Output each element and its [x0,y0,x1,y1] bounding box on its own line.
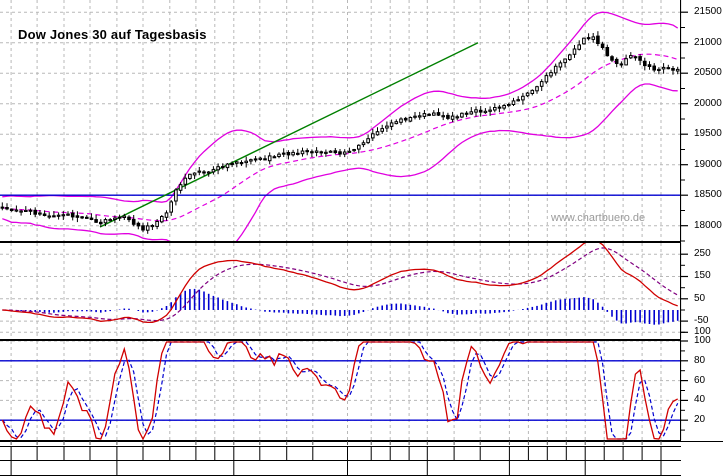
axis-tick-label: 40 [694,394,706,406]
macd-chart-svg [0,243,680,339]
stochastik-k-line [1,341,679,440]
separator-macd-top [0,242,681,243]
separator-stoch-bottom [0,440,681,441]
axis-tick-label: 100 [694,326,711,338]
stochastik-d-line [1,341,679,440]
stochastik-panel: Slow Stochastik (5/3/3) [0,341,680,440]
uptrend-line [99,42,479,228]
macd-panel: MACD (12/26/9) [0,243,680,339]
right-axis-column: 21500 21000 20500 20000 19500 19000 18500 18000… [680,0,723,476]
stochastik-chart-svg [0,341,680,440]
date-axis-svg [0,441,723,476]
axis-tick-label: 250 [694,248,711,260]
axis-tick-label: 21000 [694,36,722,48]
price-chart-svg [0,0,680,241]
macd-gridlines [0,243,680,339]
watermark: www.chartbuero.de [551,212,646,224]
stochastik-threshold-lines [0,360,680,421]
separator-stoch-top [0,340,681,341]
axis-tick-label: 80 [694,354,706,366]
axis-tick-label: 150 [694,270,711,282]
price-panel: Dow Jones 30 auf Tagesbasis www.chartbue… [0,0,680,241]
axis-tick-label: 21500 [694,6,722,18]
date-tick-marks [10,441,662,476]
page-title: Dow Jones 30 auf Tagesbasis [18,27,207,42]
axis-tick-label: -50 [694,315,709,327]
axis-tick-label: 20500 [694,67,722,79]
macd-line [2,243,678,324]
axis-tick-label: 20000 [694,97,722,109]
axis-tick-label: 18000 [694,219,722,231]
macd-histogram [6,288,679,325]
axis-tick-label: 19000 [694,158,722,170]
axis-tick-marks [681,11,688,431]
separator-price-macd [0,241,681,242]
axis-ticks-svg [680,0,688,440]
axis-tick-label: 60 [694,374,706,386]
axis-tick-label: 50 [694,292,706,304]
candlestick-series [0,31,680,234]
axis-tick-label: 19500 [694,128,722,140]
date-axis: 3101724317142128512192791723306132161320… [0,441,723,476]
axis-tick-label: 18500 [694,189,722,201]
separator-macd-stoch [0,339,681,340]
axis-tick-label: 20 [694,414,706,426]
axis-tick-label: 100 [694,335,711,346]
